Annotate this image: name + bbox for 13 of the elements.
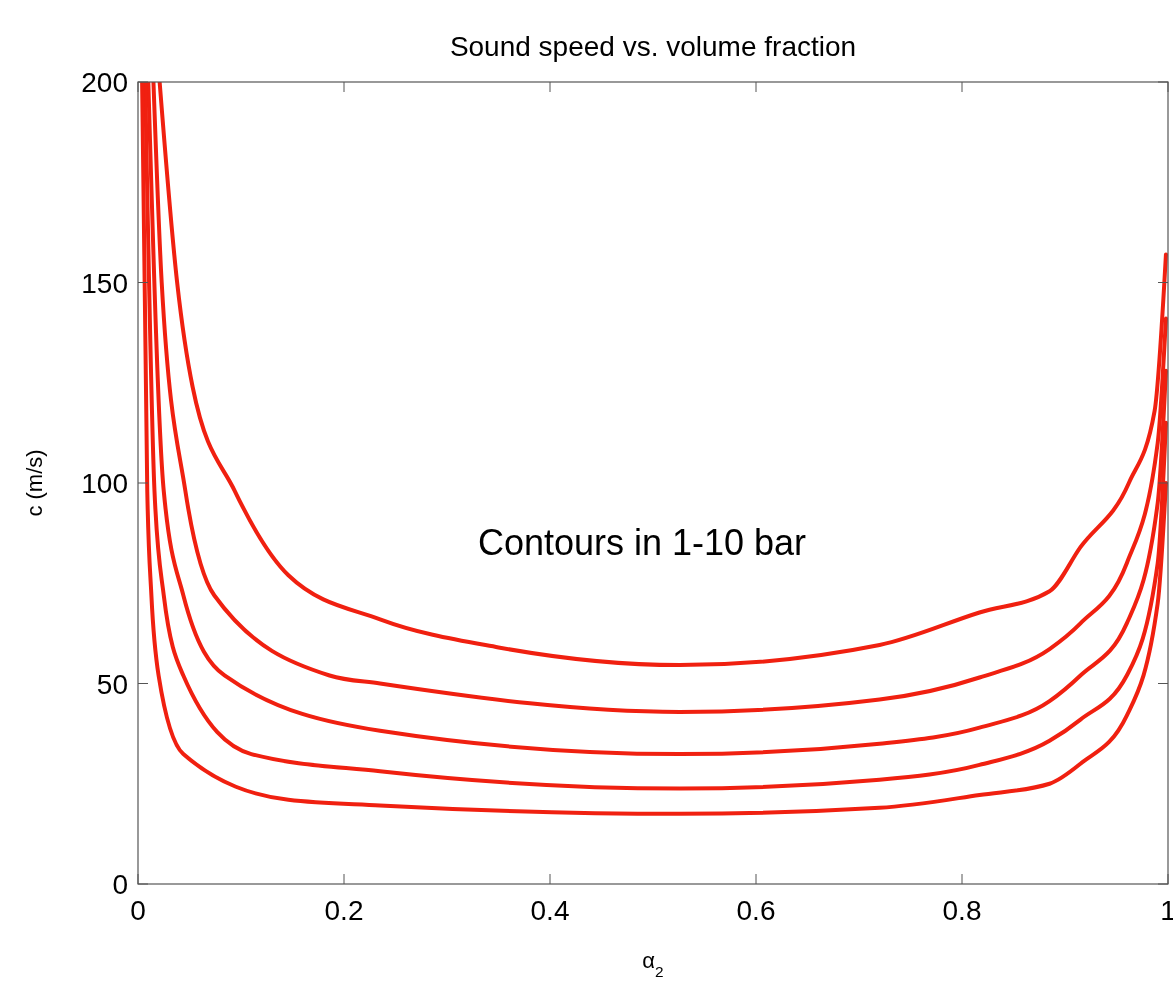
y-tick-label: 50 [96,668,128,700]
chart-title: Sound speed vs. volume fraction [449,31,857,62]
y-tick-label: 0 [112,869,128,900]
y-tick-label: 150 [81,267,128,299]
x-axis-title: α$_{2}$ [642,948,664,980]
x-tick-label: 0.2 [324,895,364,926]
annotation: Contours in 1-10 bar [477,522,807,564]
x-tick-label: 0.4 [530,895,570,926]
x-tick-label: 0.8 [942,895,982,926]
y-tick-label: 200 [81,67,128,98]
x-tick-label: 0.6 [736,895,776,926]
y-tick-label: 100 [81,468,128,499]
y-axis-title: c (m/s) [22,449,47,517]
